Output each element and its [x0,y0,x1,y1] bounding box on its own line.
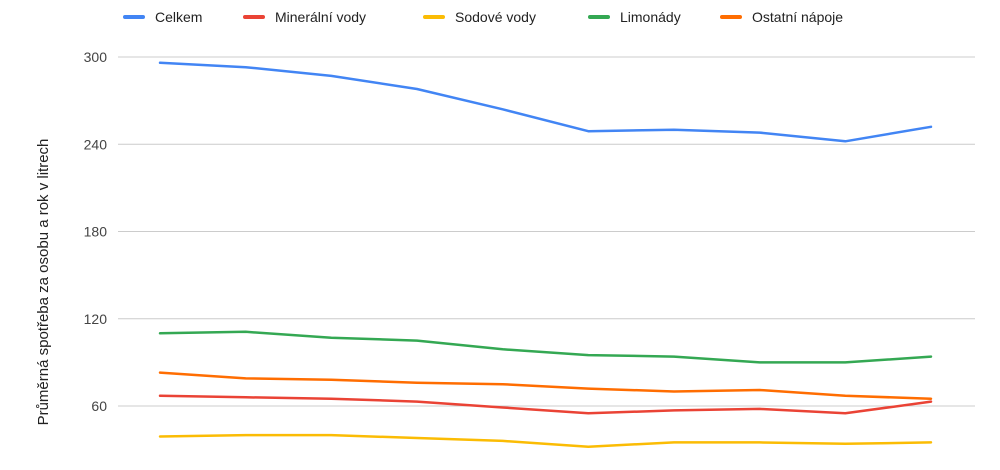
y-tick-label-120: 120 [84,311,108,327]
y-axis-ticks: 60 120 180 240 300 [84,49,108,414]
legend-label-0: Celkem [155,9,202,25]
y-tick-label-60: 60 [91,398,107,414]
legend-label-4: Ostatní nápoje [752,9,843,25]
series-line-0 [158,61,933,143]
series-line-3 [158,330,933,364]
series-lines [158,61,933,448]
legend-label-1: Minerální vody [275,9,366,25]
series-line-4 [158,371,933,400]
gridlines [118,56,975,407]
series-line-2 [158,433,933,448]
legend-label-2: Sodové vody [455,9,536,25]
legend: Celkem Minerální vody Sodové vody Limonády O… [123,9,843,25]
series-line-1 [158,394,933,415]
y-tick-label-240: 240 [84,136,108,152]
y-tick-label-300: 300 [84,49,108,65]
legend-label-3: Limonády [620,9,681,25]
y-axis-title: Průměrná spotřeba za osobu a rok v litre… [35,139,52,426]
y-tick-label-180: 180 [84,224,108,240]
